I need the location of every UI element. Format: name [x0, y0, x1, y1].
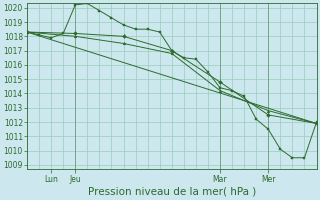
- X-axis label: Pression niveau de la mer( hPa ): Pression niveau de la mer( hPa ): [88, 187, 256, 197]
